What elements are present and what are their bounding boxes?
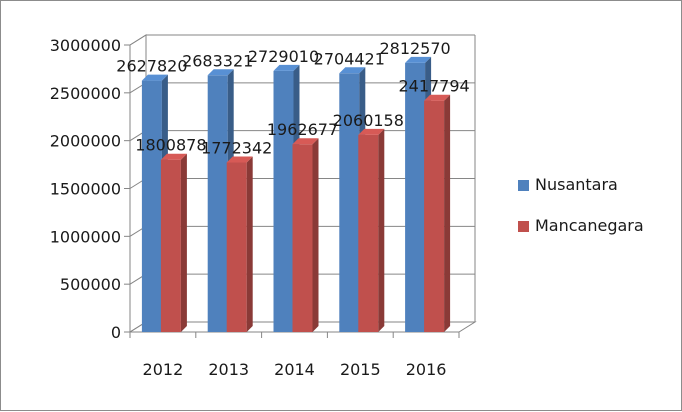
bar-side: [444, 94, 451, 332]
bar-front: [405, 62, 426, 332]
x-tick-label: 2014: [274, 360, 315, 379]
bar-top: [358, 128, 385, 135]
bar-top: [207, 69, 234, 76]
bar-front: [226, 162, 247, 332]
legend-swatch-nusantara: [518, 180, 529, 191]
bar-top: [160, 153, 187, 160]
x-tick-label: 2015: [340, 360, 381, 379]
bar-mancanegara: [226, 156, 253, 332]
bar-top: [141, 74, 168, 81]
y-tick-label: 1000000: [50, 227, 121, 246]
data-label: 1962677: [267, 120, 338, 139]
x-tick-label: 2016: [406, 360, 447, 379]
data-label: 2417794: [398, 77, 469, 96]
bar-top: [424, 94, 451, 101]
data-label: 2627820: [116, 57, 187, 76]
bar-front: [273, 70, 294, 332]
x-tick-label: 2012: [143, 360, 184, 379]
legend: Nusantara Mancanegara: [518, 175, 644, 235]
bar-mancanegara: [292, 138, 319, 332]
bar-top: [405, 56, 432, 63]
data-label: 1772342: [201, 138, 272, 157]
gridline: [129, 34, 475, 46]
bar-top: [292, 138, 319, 145]
y-tick-label: 2500000: [50, 84, 121, 103]
legend-label-nusantara: Nusantara: [535, 175, 618, 194]
y-tick-label: 3000000: [50, 36, 121, 55]
data-label: 2060158: [333, 111, 404, 130]
data-label: 2704421: [314, 49, 385, 68]
x-tick-label: 2013: [208, 360, 249, 379]
data-label: 2812570: [379, 39, 450, 58]
bar-front: [292, 144, 313, 332]
bar-front: [339, 73, 360, 333]
data-label: 2683321: [182, 51, 253, 70]
y-tick-label: 1500000: [50, 180, 121, 199]
bar-side: [246, 156, 253, 332]
bar-top: [226, 156, 253, 163]
data-label: 2729010: [248, 47, 319, 66]
x-axis: 2012 2013 2014 2015 2016: [129, 332, 460, 379]
bar-side: [180, 153, 187, 332]
bar-side: [378, 128, 385, 332]
bar-mancanegara: [424, 94, 451, 332]
legend-label-mancanegara: Mancanegara: [535, 216, 644, 235]
bar-front: [207, 75, 228, 332]
bar-side: [312, 138, 319, 332]
bar-front: [358, 134, 379, 332]
bar-mancanegara: [358, 128, 385, 332]
y-tick-label: 2000000: [50, 132, 121, 151]
bar-mancanegara: [160, 153, 187, 332]
bars: [141, 56, 451, 333]
y-tick-label: 500000: [60, 275, 121, 294]
bar-front: [424, 100, 445, 332]
data-label: 1800878: [135, 136, 206, 155]
bar-top: [339, 67, 366, 74]
legend-swatch-mancanegara: [518, 221, 529, 232]
bar-top: [273, 64, 300, 71]
y-tick-label: 0: [111, 323, 121, 342]
bar-front: [141, 80, 162, 332]
bar-front: [160, 159, 181, 332]
y-axis: 0 500000 1000000 1500000 2000000 2500000 30000…: [50, 36, 131, 342]
